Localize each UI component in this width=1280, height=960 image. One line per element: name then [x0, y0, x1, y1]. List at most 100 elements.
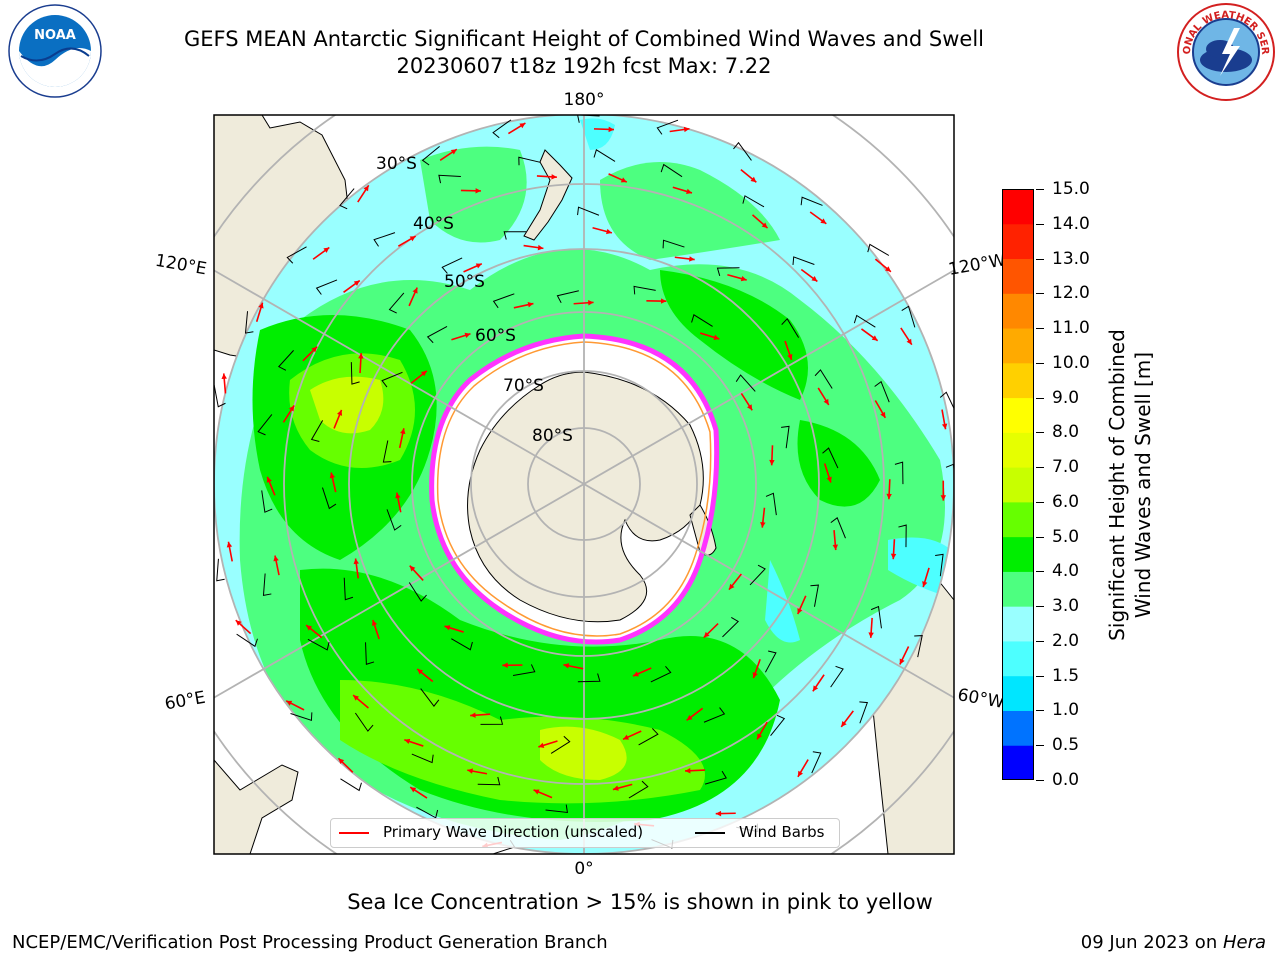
- wave-arrow-head: [404, 738, 411, 745]
- wave-arrow-head: [286, 700, 293, 706]
- wave-arrow-head: [400, 428, 406, 435]
- wave-arrow-head: [940, 495, 947, 501]
- wind-barb: [859, 701, 869, 724]
- wave-arrow-head: [329, 472, 336, 479]
- wind-barb: [262, 573, 272, 597]
- colorbar-tick-label: 14.0: [1052, 213, 1090, 234]
- wave-arrow-head: [337, 409, 343, 416]
- wave-arrow-head: [353, 695, 359, 701]
- wave-arrow-head: [395, 492, 401, 499]
- wind-barb: [735, 374, 756, 392]
- colorbar-label-line-1: Significant Height of Combined: [1105, 329, 1129, 641]
- footer-date: 09 Jun 2023 on Hera: [1081, 932, 1266, 953]
- wind-barb: [811, 751, 822, 774]
- wave-arrow-head: [797, 770, 803, 777]
- colorbar-tick: [1036, 745, 1044, 747]
- wind-barb: [373, 232, 396, 247]
- lat-label-40s: 40°S: [413, 214, 454, 234]
- wind-barb: [426, 326, 448, 344]
- wind-barb: [257, 414, 273, 436]
- wind-barb: [650, 666, 672, 683]
- colorbar-segment: [1002, 328, 1034, 364]
- wave-arrow-head: [475, 263, 482, 269]
- wave-arrow-head: [323, 247, 330, 253]
- colorbar-segment: [1002, 293, 1034, 329]
- wave-arrow-head: [906, 338, 912, 345]
- wave-arrow-head: [632, 671, 639, 677]
- wave-direction-legend-swatch: [339, 832, 369, 834]
- wave-arrow-head: [683, 126, 690, 133]
- wave-arrow-head: [608, 126, 614, 133]
- wave-arrow-head: [752, 672, 758, 679]
- wave-arrow-head: [519, 123, 526, 129]
- wave-arrow-head: [450, 149, 457, 155]
- wave-direction-legend-label: Primary Wave Direction (unscaled): [383, 823, 644, 841]
- wave-arrow-head: [871, 335, 878, 341]
- wave-arrow-head: [409, 565, 416, 572]
- wave-arrow-head: [685, 768, 691, 774]
- lon-label-180: 180°: [564, 90, 605, 110]
- wind-barb: [628, 780, 649, 799]
- colorbar-tick-label: 2.0: [1052, 630, 1080, 651]
- wind-barb: [386, 509, 402, 531]
- wave-arrow-head: [288, 405, 295, 412]
- sea-ice-edge-inner: [436, 341, 712, 637]
- colorbar-tick: [1036, 640, 1044, 642]
- wave-arrow-head: [703, 631, 710, 638]
- wave-arrow-head: [538, 742, 545, 748]
- title-line-2: 20230607 t18z 192h fcst Max: 7.22: [396, 54, 772, 78]
- wind-barb: [691, 314, 713, 327]
- wind-barb: [874, 380, 890, 403]
- colorbar-tick: [1036, 328, 1044, 330]
- wave-arrow-head: [412, 287, 418, 294]
- wind-barb: [814, 369, 833, 389]
- wind-barb: [638, 728, 659, 746]
- wave-arrow-head: [886, 493, 892, 500]
- colorbar-tick: [1036, 223, 1044, 225]
- wave-arrow-head: [868, 632, 874, 638]
- nws-logo: NATIONAL WEATHER SERVICE: [1176, 2, 1275, 101]
- colorbar-tick-label: 8.0: [1052, 422, 1080, 443]
- wind-barb: [781, 425, 790, 449]
- wave-arrow-head: [235, 620, 242, 626]
- map-area: 30°S 40°S 50°S 60°S 70°S 80°S: [214, 115, 954, 854]
- title-line-1: GEFS MEAN Antarctic Significant Height o…: [183, 27, 985, 51]
- colorbar-tick-label: 13.0: [1052, 248, 1090, 269]
- colorbar-tick-label: 11.0: [1052, 318, 1090, 339]
- wave-arrow-head: [537, 244, 544, 251]
- wind-barb: [633, 285, 656, 295]
- lat-label-60s: 60°S: [475, 326, 516, 346]
- footer-host: Hera: [1222, 932, 1266, 953]
- wind-barb: [365, 642, 375, 665]
- wave-arrow-head: [622, 734, 629, 740]
- colorbar-segment: [1002, 745, 1034, 780]
- wind-barb: [733, 141, 752, 161]
- wave-arrow-head: [258, 302, 264, 309]
- wind-barb: [339, 188, 355, 210]
- colorbar-tick-label: 10.0: [1052, 352, 1090, 373]
- lat-label-30s: 30°S: [376, 154, 417, 174]
- wave-arrow-head: [273, 555, 279, 562]
- lat-label-70s: 70°S: [503, 376, 544, 396]
- wave-arrow-head: [363, 185, 369, 192]
- wind-barb: [492, 293, 515, 309]
- wave-arrow-head: [890, 553, 897, 560]
- wave-arrow-head: [371, 619, 378, 626]
- wind-barb: [898, 524, 907, 548]
- wind-barb: [512, 664, 536, 676]
- wind-barb: [216, 558, 225, 582]
- colorbar-ticks: 0.0 0.5 1.0 1.5 2.0 3.0 4.0 5.0 6.0 7.0 8.0 9.0 10.0…: [1036, 179, 1116, 790]
- wave-arrow-head: [728, 583, 735, 590]
- colorbar-segment: [1002, 640, 1034, 677]
- wave-arrow-head: [880, 411, 886, 418]
- wind-barb: [660, 163, 683, 178]
- wind-barb: [416, 806, 439, 819]
- colorbar-segment: [1002, 223, 1034, 260]
- wave-arrow-head: [353, 558, 359, 565]
- wave-arrow-head: [797, 608, 803, 615]
- wind-barb: [716, 267, 740, 276]
- wind-barb: [792, 256, 815, 265]
- colorbar-segment: [1002, 432, 1034, 468]
- wind-barb: [830, 665, 844, 688]
